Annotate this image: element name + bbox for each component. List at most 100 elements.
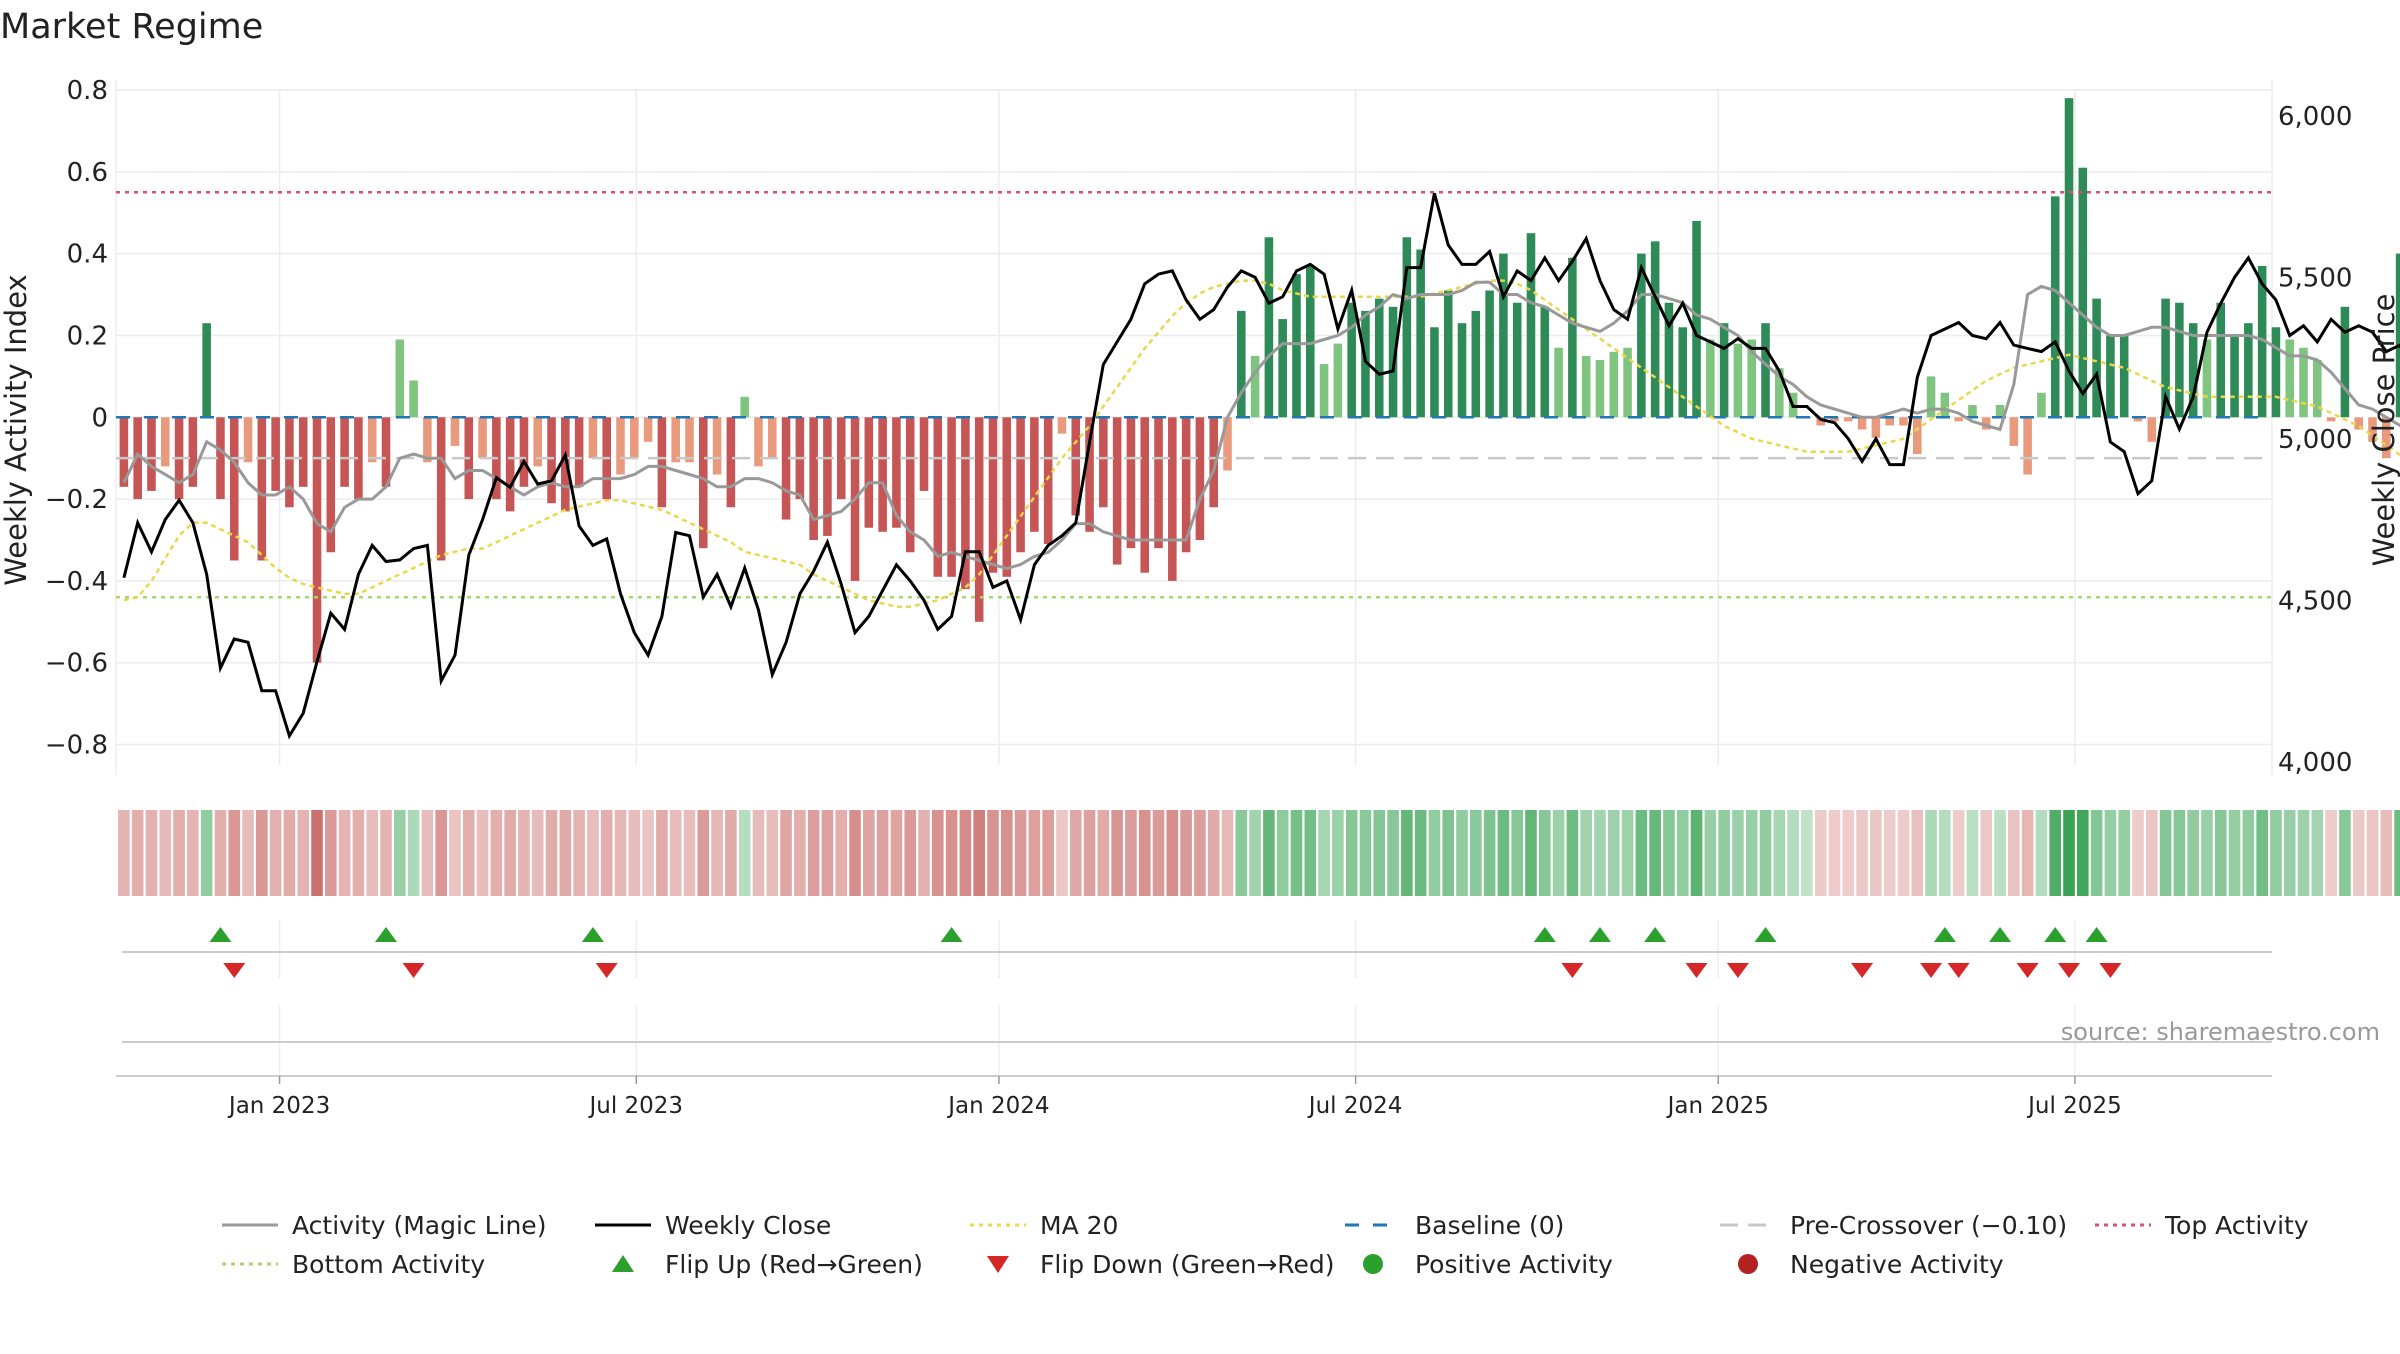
regime-strip-cell <box>1414 810 1427 896</box>
x-axis: Jan 2023 Jul 2023 Jan 2024 Jul 2024 Jan 2025… <box>116 1005 2272 1119</box>
activity-bar-negative <box>1857 417 1867 430</box>
activity-bar-negative <box>285 417 294 508</box>
activity-bar-negative <box>1043 417 1053 545</box>
activity-bar-positive <box>2271 327 2281 418</box>
activity-bar-negative <box>160 417 170 467</box>
regime-strip-cell <box>1883 810 1896 896</box>
legend-item: Bottom Activity <box>222 1250 485 1279</box>
activity-bar-positive <box>1568 257 1577 418</box>
regime-strip-cell <box>1663 810 1675 896</box>
regime-strip-cell <box>1759 810 1772 896</box>
regime-strip-cell <box>159 810 172 896</box>
regime-strip-cell <box>131 810 144 896</box>
activity-bar-negative <box>1085 417 1094 532</box>
regime-strip-cell <box>1525 810 1537 896</box>
activity-bar-positive <box>1430 327 1439 418</box>
activity-bar-negative <box>1830 417 1839 422</box>
activity-bar-negative <box>547 417 556 504</box>
regime-strip-cell <box>145 810 158 896</box>
activity-bar-positive <box>1968 405 1977 418</box>
regime-strip-cell <box>1138 810 1151 896</box>
legend-item: Top Activity <box>2095 1211 2309 1240</box>
regime-strip-cell <box>1870 810 1882 896</box>
activity-bar-positive <box>2092 298 2101 418</box>
regime-strip-cell <box>2270 810 2282 896</box>
activity-bar-negative <box>478 417 487 459</box>
flip-down-marker <box>1851 963 1874 978</box>
regime-strip-cell <box>462 810 475 896</box>
activity-bar-negative <box>726 417 736 508</box>
activity-bar-negative <box>1168 417 1177 581</box>
regime-strip-cell <box>1180 810 1192 896</box>
regime-strip-cell <box>1594 810 1606 896</box>
regime-strip-cell <box>1511 810 1523 896</box>
activity-bar-negative <box>574 417 584 487</box>
activity-bar-negative <box>354 417 363 500</box>
regime-strip-cell <box>1332 810 1344 896</box>
activity-bar-negative <box>1016 417 1025 553</box>
activity-bar-positive <box>1319 364 1329 418</box>
regime-strip-cell <box>1842 810 1855 896</box>
activity-bar-positive <box>1333 343 1343 418</box>
regime-strip-cell <box>1249 810 1261 896</box>
activity-bar-positive <box>202 323 211 418</box>
regime-strip-cell <box>352 810 365 896</box>
regime-strip-cell <box>890 810 903 896</box>
regime-strip-cell <box>407 810 420 896</box>
activity-bar-positive <box>2037 392 2046 418</box>
flip-up-marker <box>1933 927 1956 942</box>
activity-bar-positive <box>1361 310 1370 418</box>
regime-strip-cell <box>1939 810 1951 896</box>
flip-up-marker <box>209 927 232 942</box>
regime-strip-cell <box>2214 810 2227 896</box>
regime-strip-cell <box>1607 810 1620 896</box>
regime-strip-cell <box>794 810 806 896</box>
activity-bar-negative <box>271 417 280 491</box>
activity-bar-negative <box>2133 417 2143 422</box>
activity-bar-positive <box>2313 360 2322 418</box>
y-left-tick-label: −0.8 <box>45 731 108 761</box>
activity-bar-negative <box>450 417 460 446</box>
activity-bar-negative <box>1844 417 1853 422</box>
activity-bar-positive <box>1292 274 1301 418</box>
activity-bar-positive <box>1637 253 1646 418</box>
activity-bar-negative <box>2023 417 2032 475</box>
activity-bar-negative <box>2354 417 2363 430</box>
activity-bar-positive <box>2340 306 2350 418</box>
regime-strip-cell <box>656 810 668 896</box>
regime-strip-cell <box>945 810 958 896</box>
flip-up-marker <box>1588 927 1611 942</box>
activity-bar-negative <box>988 417 998 573</box>
activity-bar-negative <box>947 417 956 577</box>
legend-label: Positive Activity <box>1415 1250 1613 1279</box>
legend-swatch-triangle-down <box>987 1256 1009 1273</box>
activity-bar-positive <box>1940 392 1950 418</box>
activity-bar-positive <box>2064 98 2074 418</box>
activity-bar-negative <box>1099 417 1108 508</box>
regime-strip-cell <box>559 810 572 896</box>
activity-bar-positive <box>1775 368 1784 418</box>
regime-strip-cell <box>876 810 889 896</box>
activity-bar-negative <box>133 417 142 500</box>
flip-down-marker <box>1947 963 1970 978</box>
regime-strip-cell <box>1470 810 1482 896</box>
activity-bar-negative <box>616 417 625 475</box>
regime-strip-cell <box>380 810 392 896</box>
regime-strip-cell <box>2049 810 2062 896</box>
weekly-close-line <box>122 192 2400 740</box>
regime-strip-cell <box>1221 810 1234 896</box>
regime-strip-cell <box>2325 810 2337 896</box>
regime-strip-cell <box>1263 810 1275 896</box>
regime-strip-cell <box>752 810 765 896</box>
flip-up-marker <box>1754 927 1777 942</box>
regime-strip-cell <box>614 810 627 896</box>
legend-swatch-triangle-up <box>612 1255 634 1272</box>
legend-item: Negative Activity <box>1738 1250 2004 1279</box>
regime-strip-cell <box>435 810 447 896</box>
activity-bar-positive <box>1305 265 1315 418</box>
activity-bar-negative <box>630 417 639 459</box>
activity-bar-negative <box>657 417 667 508</box>
activity-bar-positive <box>2257 265 2267 418</box>
legend-label: Weekly Close <box>665 1211 831 1240</box>
activity-bar-positive <box>395 339 405 418</box>
